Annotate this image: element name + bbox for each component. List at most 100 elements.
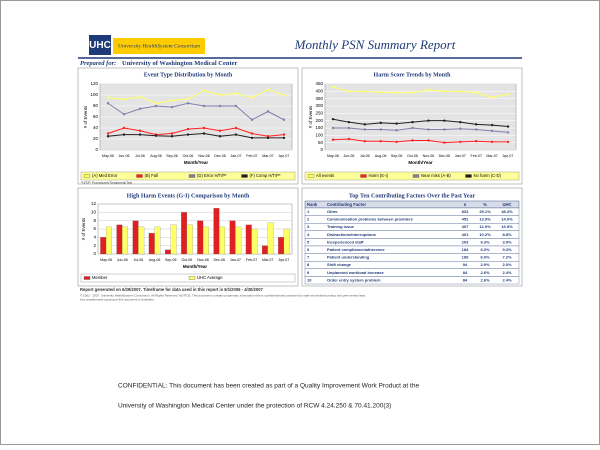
table-cell: 2.6% [480, 270, 490, 275]
point [347, 90, 351, 93]
point [186, 127, 190, 131]
table-cell: 6.3% [480, 239, 490, 244]
x-tick-label: Mar-07 [262, 154, 273, 158]
table-cell: 25.1% [479, 209, 491, 214]
table-cell: Inexperienced staff [327, 239, 364, 244]
point [282, 118, 286, 121]
point [154, 102, 158, 105]
y-tick-label: 300 [315, 103, 323, 108]
point [106, 96, 110, 99]
table-cell: 8 [307, 262, 310, 267]
table-cell: Training issue [327, 224, 355, 229]
x-tick-label: Mar-07 [486, 154, 497, 158]
legend-label: (A) Med Error [92, 173, 118, 178]
point [411, 126, 414, 130]
table-cell: 3 [307, 224, 310, 229]
table-cell: 7 [307, 255, 310, 260]
series-line [332, 86, 509, 98]
x-axis-label: Month/Year [184, 160, 209, 165]
legend-swatch [188, 276, 196, 280]
point [347, 137, 351, 141]
table-cell: 2.4% [502, 270, 512, 275]
point [170, 99, 174, 102]
point [363, 90, 366, 93]
x-tick-label: Jun-06 [119, 154, 130, 158]
x-tick-label: Nov-06 [197, 258, 209, 262]
point [282, 93, 286, 97]
x-tick-label: Dec-06 [439, 154, 451, 158]
point [363, 128, 366, 131]
legend-swatch [307, 174, 315, 178]
table-cell: 6.0% [480, 255, 490, 260]
y-tick-label: 10 [91, 210, 97, 215]
chart-title: High Harm Events (G-I) Comparison by Mon… [127, 192, 250, 199]
point [186, 133, 190, 136]
point [347, 120, 351, 124]
bar [251, 228, 258, 255]
point [122, 133, 126, 136]
bar [197, 220, 204, 255]
point [106, 132, 110, 135]
point [379, 90, 382, 94]
point [395, 129, 398, 132]
point [379, 140, 382, 143]
point [138, 95, 142, 98]
legend-label: (D) Error H/T/P* [197, 173, 227, 178]
table-cell: Shift change [327, 262, 352, 267]
legend-label: No harm (C-D) [474, 173, 502, 178]
bar [170, 224, 177, 255]
bar [219, 226, 226, 255]
column-header: Rank [307, 202, 318, 207]
point [475, 128, 478, 131]
x-tick-label: Oct-06 [182, 258, 193, 262]
table-cell: 10 [307, 277, 312, 282]
x-tick-label: Nov-06 [423, 154, 435, 158]
y-tick-label: 50 [318, 140, 324, 145]
point [218, 129, 222, 132]
legend-swatch [465, 174, 472, 178]
point [506, 93, 510, 96]
x-tick-label: May-06 [327, 154, 339, 158]
point [331, 118, 335, 121]
point [443, 128, 446, 131]
confidential: University of Washington Medical Center … [118, 403, 391, 410]
table-cell: Unplanned workload increase [327, 270, 384, 275]
footer-copyright: © 2002 - 2007. University HealthSystem C… [80, 293, 366, 297]
point [122, 98, 126, 101]
y-tick-label: 150 [315, 125, 323, 130]
y-tick-label: 60 [93, 114, 99, 119]
point [363, 123, 366, 126]
x-tick-label: Jan-07 [230, 258, 241, 262]
table-cell: 3.9% [502, 239, 512, 244]
point [266, 110, 270, 113]
legend-label: (F) Comp H/T/P* [250, 173, 282, 178]
y-tick-label: 12 [91, 201, 97, 206]
x-tick-label: Dec-06 [214, 154, 226, 158]
point [282, 133, 286, 136]
point [395, 91, 398, 95]
legend-swatch [136, 174, 143, 178]
x-axis-label: Month/Year [183, 264, 208, 269]
table-cell: 4 [307, 232, 310, 237]
y-tick-label: 250 [315, 111, 323, 116]
prepared-for: University of Washington Medical Center [122, 60, 238, 67]
table-cell: 2 [307, 217, 310, 222]
series-line [332, 127, 509, 133]
y-tick-label: 0 [93, 251, 96, 256]
bar [186, 224, 193, 255]
y-tick-label: 4 [93, 235, 96, 240]
point [282, 136, 286, 140]
point [106, 102, 110, 105]
legend-label: Member [92, 275, 108, 280]
point [411, 120, 414, 124]
point [331, 138, 335, 141]
point [331, 85, 335, 89]
legend-swatch [188, 174, 196, 178]
x-tick-label: Mar-07 [262, 258, 273, 262]
point [427, 139, 430, 142]
point [266, 135, 270, 138]
x-tick-label: Oct-06 [407, 154, 418, 158]
x-tick-label: Apr-07 [503, 154, 514, 158]
legend-box [80, 171, 296, 181]
table-cell: 203 [462, 239, 469, 244]
